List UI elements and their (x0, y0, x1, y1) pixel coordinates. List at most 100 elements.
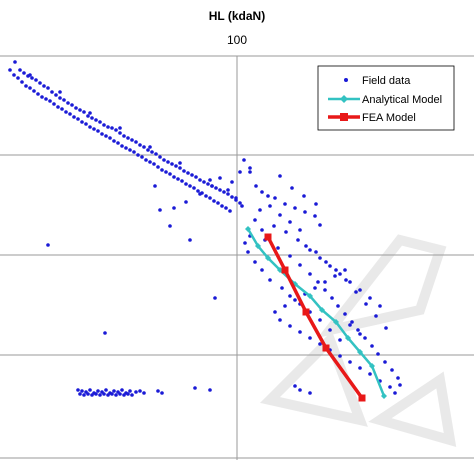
field-data-point (118, 126, 122, 130)
field-data-point (273, 196, 277, 200)
field-data-point (126, 136, 130, 140)
field-data-point (278, 318, 282, 322)
field-data-point (258, 208, 262, 212)
field-data-point (226, 192, 230, 196)
field-data-point (98, 120, 102, 124)
field-data-point (266, 194, 270, 198)
field-data-point (46, 243, 50, 247)
series-line (246, 228, 386, 397)
field-data-point (240, 204, 244, 208)
field-data-point (150, 150, 154, 154)
field-data-point (164, 170, 168, 174)
field-data-point (184, 200, 188, 204)
field-data-point (358, 332, 362, 336)
field-data-point (12, 73, 16, 77)
field-data-point (190, 173, 194, 177)
field-data-point (288, 324, 292, 328)
field-data-point (272, 224, 276, 228)
field-data-point (146, 148, 150, 152)
field-data-point (276, 246, 280, 250)
field-data-point (304, 244, 308, 248)
field-data-point (208, 178, 212, 182)
field-data-point (50, 90, 54, 94)
field-data-point (156, 389, 160, 393)
field-data-point (253, 218, 257, 222)
field-data-point (122, 393, 126, 397)
field-data-point (202, 180, 206, 184)
analytical-model-point (255, 243, 261, 249)
field-data-point (120, 144, 124, 148)
fea-model-point (322, 344, 330, 352)
field-data-point (290, 186, 294, 190)
field-data-point (128, 389, 132, 393)
chart-title: HL (kdaN) (209, 9, 265, 23)
field-data-point (118, 131, 122, 135)
field-data-point (28, 86, 32, 90)
field-data-point (46, 86, 50, 90)
field-data-point (76, 388, 80, 392)
field-data-point (218, 176, 222, 180)
field-data-point (174, 164, 178, 168)
field-data-point (134, 140, 138, 144)
analytical-model-point (307, 293, 313, 299)
field-data-point (288, 254, 292, 258)
field-data-point (338, 338, 342, 342)
field-data-point (254, 184, 258, 188)
plot-area (0, 55, 474, 460)
x-tick-label: 100 (227, 33, 247, 47)
analytical-model-point (333, 319, 339, 325)
field-data-point (54, 93, 58, 97)
field-data-point (8, 68, 12, 72)
field-data-point (82, 110, 86, 114)
field-data-point (216, 201, 220, 205)
legend: Field data Analytical Model FEA Model (317, 65, 455, 131)
field-data-point (84, 122, 88, 126)
field-data-point (358, 366, 362, 370)
field-data-point (378, 304, 382, 308)
field-data-point (103, 331, 107, 335)
field-data-point (144, 158, 148, 162)
legend-field-label: Field data (362, 75, 411, 87)
field-data-point (162, 158, 166, 162)
field-data-point (194, 175, 198, 179)
field-data-point (330, 296, 334, 300)
field-data-point (246, 250, 250, 254)
series-fea-model (264, 233, 366, 402)
field-data-point (92, 127, 96, 131)
field-data-point (268, 204, 272, 208)
field-data-point (130, 138, 134, 142)
field-data-point (148, 145, 152, 149)
field-data-point (76, 117, 80, 121)
field-data-point (186, 171, 190, 175)
field-data-point (293, 298, 297, 302)
field-data-point (298, 263, 302, 267)
field-data-point (48, 99, 52, 103)
field-data-point (56, 105, 60, 109)
field-data-point (44, 97, 48, 101)
field-data-point (308, 272, 312, 276)
field-data-point (396, 376, 400, 380)
field-data-point (204, 194, 208, 198)
field-data-point (138, 143, 142, 147)
field-data-point (142, 145, 146, 149)
field-data-point (230, 195, 234, 199)
field-data-point (338, 272, 342, 276)
field-data-point (198, 178, 202, 182)
field-data-point (88, 111, 92, 115)
field-data-point (334, 268, 338, 272)
field-data-point (138, 389, 142, 393)
field-data-point (160, 391, 164, 395)
field-data-point (298, 228, 302, 232)
field-data-point (348, 323, 352, 327)
field-data-point (118, 392, 122, 396)
field-data-point (114, 128, 118, 132)
field-data-point (398, 383, 402, 387)
fea-model-point (358, 394, 366, 402)
field-data-point (20, 80, 24, 84)
legend-analytical-label: Analytical Model (362, 94, 442, 106)
field-data-point (260, 268, 264, 272)
field-data-point (86, 392, 90, 396)
field-data-point (154, 152, 158, 156)
field-data-point (108, 136, 112, 140)
field-data-point (193, 386, 197, 390)
